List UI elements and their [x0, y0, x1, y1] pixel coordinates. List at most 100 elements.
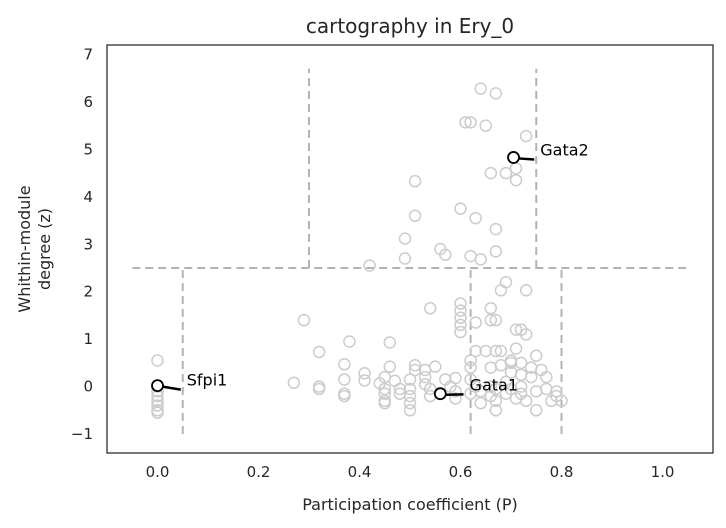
- data-point: [454, 304, 467, 317]
- x-tick-label: 0.6: [449, 463, 473, 481]
- data-point: [454, 297, 467, 310]
- data-point: [403, 389, 417, 403]
- data-point: [469, 211, 482, 225]
- label-gata1: Gata1: [470, 375, 518, 394]
- data-point: [509, 162, 523, 175]
- data-point: [151, 354, 164, 367]
- data-point: [479, 119, 492, 132]
- data-point: [378, 396, 391, 410]
- data-point: [474, 396, 487, 410]
- plot-frame: [106, 44, 714, 454]
- data-point: [464, 249, 477, 263]
- data-point: [343, 335, 356, 348]
- data-point: [312, 345, 326, 359]
- data-point: [358, 374, 371, 387]
- data-point: [418, 370, 432, 384]
- scatter-points: [151, 82, 568, 419]
- chart-title: cartography in Ery_0: [306, 14, 514, 38]
- data-point: [449, 371, 462, 385]
- y-tick-label: −1: [71, 425, 93, 443]
- point-gata2: [507, 151, 520, 164]
- data-point: [439, 248, 452, 261]
- y-axis-label-line-1: Whithin-module: [15, 185, 34, 312]
- data-point: [489, 404, 503, 417]
- data-point: [555, 394, 568, 408]
- data-point: [484, 166, 498, 180]
- data-point: [408, 358, 422, 372]
- data-point: [474, 253, 487, 266]
- y-tick-label: 7: [83, 45, 93, 63]
- y-tick-label: 3: [83, 235, 93, 253]
- data-point: [489, 344, 503, 358]
- data-point: [484, 313, 498, 327]
- x-axis-ticks: 0.0 0.2 0.4 0.6 0.8 1.0: [146, 463, 675, 481]
- y-tick-label: 0: [83, 378, 93, 396]
- data-point: [363, 259, 376, 272]
- data-point: [408, 174, 422, 188]
- data-point: [459, 116, 472, 129]
- data-point: [287, 376, 301, 390]
- data-point: [530, 385, 543, 398]
- data-point: [383, 336, 397, 349]
- data-point: [469, 344, 482, 358]
- y-tick-label: 6: [83, 93, 93, 111]
- data-point: [519, 394, 533, 408]
- data-point: [514, 380, 528, 393]
- data-point: [297, 313, 311, 327]
- data-point: [423, 302, 437, 315]
- data-point: [479, 344, 492, 358]
- data-point: [464, 354, 477, 367]
- data-point: [509, 173, 523, 187]
- data-point: [524, 370, 538, 384]
- data-point: [494, 344, 508, 358]
- x-tick-label: 0.8: [550, 463, 574, 481]
- data-point: [312, 382, 326, 396]
- data-point: [449, 392, 462, 405]
- data-point: [489, 313, 503, 327]
- data-point: [151, 399, 164, 412]
- data-point: [489, 394, 503, 408]
- data-point: [464, 116, 477, 129]
- data-point: [423, 389, 437, 403]
- data-point: [519, 284, 533, 297]
- x-tick-label: 0.2: [247, 463, 271, 481]
- y-tick-label: 4: [83, 188, 93, 206]
- x-tick-label: 1.0: [651, 463, 675, 481]
- data-point: [388, 374, 402, 388]
- data-point: [489, 222, 503, 236]
- data-point: [408, 209, 422, 223]
- data-point: [514, 323, 528, 336]
- point-sfpi1: [151, 379, 164, 393]
- data-point: [519, 129, 533, 143]
- label-gata2: Gata2: [540, 140, 588, 159]
- data-point: [489, 245, 503, 258]
- data-point: [378, 387, 391, 400]
- connector-sfpi1: [162, 385, 181, 391]
- data-point: [393, 382, 407, 396]
- data-point: [454, 311, 467, 325]
- data-point: [151, 406, 164, 419]
- data-point: [338, 389, 351, 403]
- data-point: [358, 367, 371, 380]
- data-point: [403, 382, 417, 396]
- data-point: [499, 166, 513, 180]
- y-tick-label: 2: [83, 283, 93, 301]
- data-point: [378, 382, 391, 396]
- data-point: [530, 404, 543, 417]
- data-point: [408, 363, 422, 377]
- data-point: [403, 373, 417, 386]
- data-point: [469, 316, 482, 329]
- data-point: [338, 358, 351, 371]
- data-point: [383, 360, 397, 373]
- data-point: [464, 361, 477, 374]
- data-point: [464, 387, 477, 400]
- data-point: [509, 342, 523, 355]
- data-point: [423, 382, 437, 396]
- data-point: [509, 323, 523, 336]
- point-gata1: [433, 387, 447, 401]
- data-point: [449, 385, 462, 398]
- data-point: [474, 82, 487, 95]
- data-point: [398, 232, 412, 245]
- y-tick-label: 5: [83, 140, 93, 158]
